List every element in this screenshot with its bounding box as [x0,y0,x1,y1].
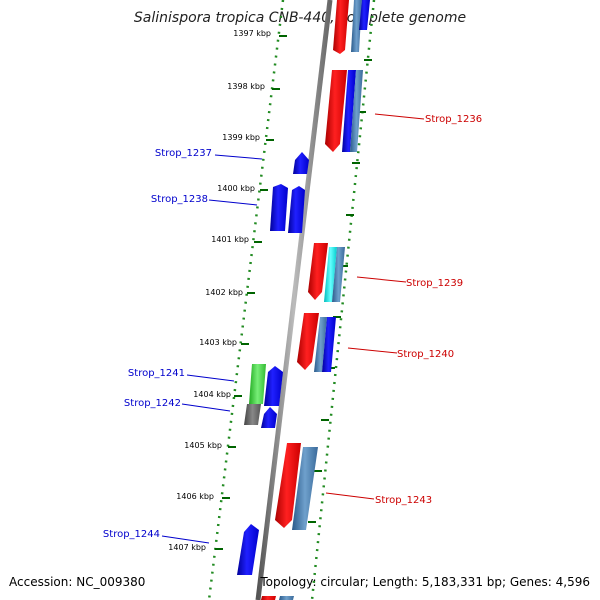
gene-label[interactable]: Strop_1241 [128,368,185,379]
gene-label[interactable]: Strop_1238 [151,194,208,205]
tick-label: 1403 kbp [199,338,237,347]
left-gene-labels: Strop_1237 Strop_1238 Strop_1241 Strop_1… [103,148,263,544]
tick-label: 1400 kbp [217,184,255,193]
tick-label: 1404 kbp [193,390,231,399]
tick-label: 1402 kbp [205,288,243,297]
tick-label: 1406 kbp [176,492,214,501]
tick-labels: 1397 kbp 1398 kbp 1399 kbp 1400 kbp 1401… [168,29,271,552]
tick-label: 1401 kbp [211,235,249,244]
gene-label[interactable]: Strop_1242 [124,398,181,409]
tick-label: 1399 kbp [222,133,260,142]
topology-text: Topology: circular; Length: 5,183,331 bp… [259,575,590,589]
gene-label[interactable]: Strop_1240 [397,349,454,360]
right-strand-genes[interactable] [261,0,370,600]
accession-text: Accession: NC_009380 [9,575,145,589]
left-strand-genes[interactable] [237,152,309,575]
map-title: Salinispora tropica CNB-440, complete ge… [134,10,466,26]
tick-label: 1405 kbp [184,441,222,450]
genome-backbone [255,0,333,600]
tick-label: 1397 kbp [233,29,271,38]
gene-label[interactable]: Strop_1244 [103,529,160,540]
tick-marks [215,35,287,550]
tick-label: 1398 kbp [227,82,265,91]
tick-label: 1407 kbp [168,543,206,552]
gene-label[interactable]: Strop_1243 [375,495,432,506]
gene-label[interactable]: Strop_1237 [155,148,212,159]
right-gene-labels: Strop_1236 Strop_1239 Strop_1240 Strop_1… [325,113,482,506]
gene-label[interactable]: Strop_1236 [425,114,482,125]
gene-label[interactable]: Strop_1239 [406,278,463,289]
